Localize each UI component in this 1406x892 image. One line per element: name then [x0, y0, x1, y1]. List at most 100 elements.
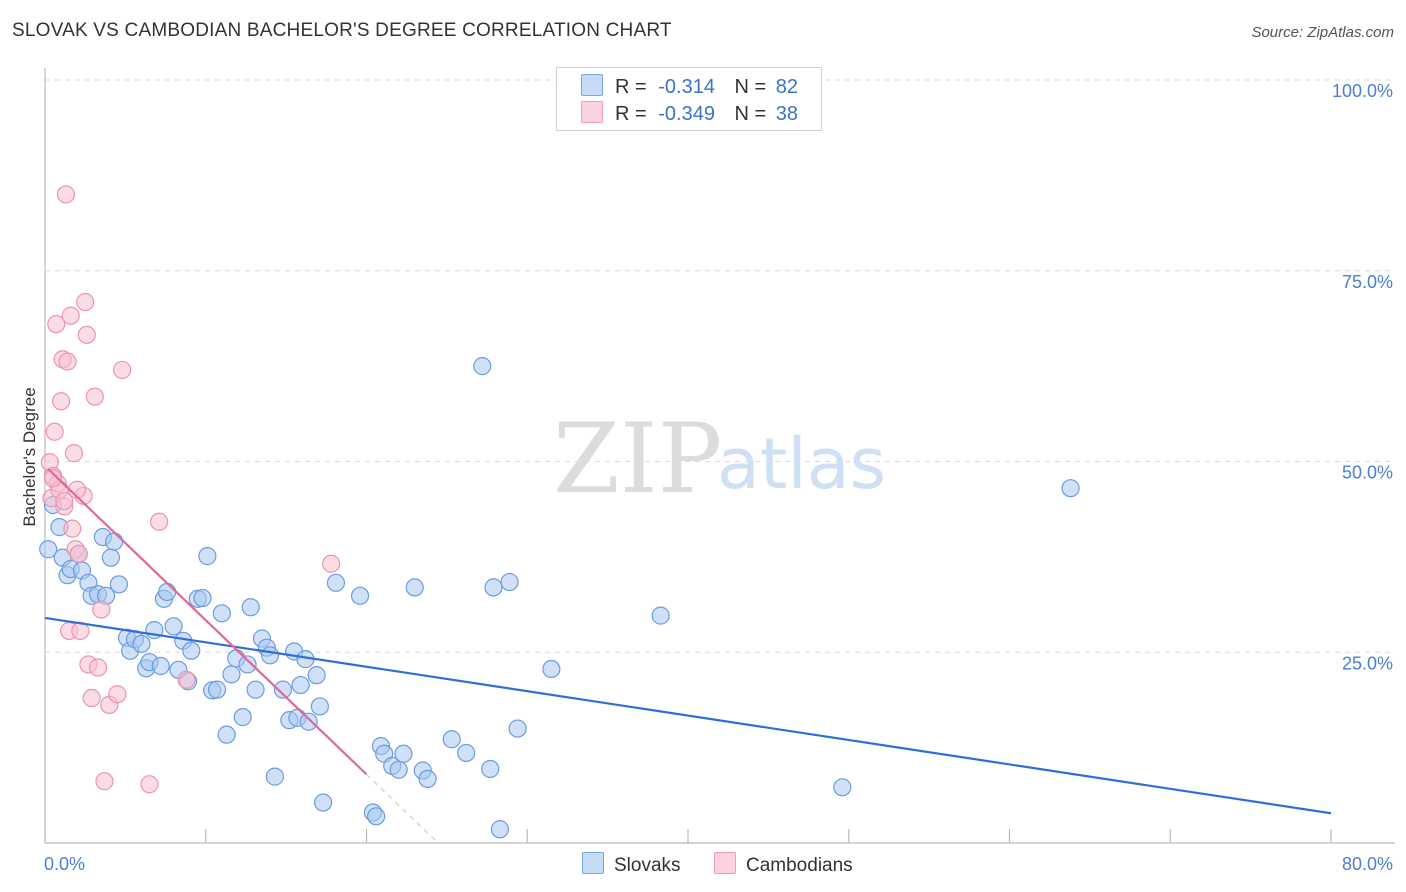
cambodian-point [77, 325, 96, 344]
grid-lines [45, 79, 1395, 653]
slovak-point [273, 680, 293, 699]
slovak-point [500, 572, 519, 592]
cambodian-point [61, 306, 80, 325]
cambodian-trend-line [47, 468, 368, 776]
cambodian-r-value: -0.349 [658, 103, 715, 125]
slovak-point [233, 708, 252, 727]
cambodian-trend-extension [366, 773, 439, 844]
cambodian-point [322, 554, 341, 573]
slovak-point [151, 656, 170, 676]
cambodian-point [64, 444, 84, 463]
watermark-zip: ZIP [553, 403, 722, 515]
x-tick-labels: 0.0% 80.0% [44, 854, 1393, 874]
slovak-point [405, 578, 424, 597]
slovak-point [310, 697, 329, 716]
y-tick-label-75: 75.0% [1342, 272, 1393, 292]
cambodians-legend-swatch [714, 852, 736, 874]
cambodian-point [76, 292, 95, 312]
slovak-point [833, 778, 852, 797]
cambodian-point [69, 544, 88, 563]
slovak-point [207, 680, 227, 699]
slovak-point [651, 606, 670, 625]
cambodian-point [82, 688, 101, 708]
slovak-point [367, 807, 386, 826]
slovak-point [326, 573, 346, 592]
slovak-point [484, 578, 503, 597]
slovak-point [299, 712, 318, 731]
cambodian-point [150, 512, 169, 531]
slovak-point [481, 759, 500, 779]
slovak-point [241, 598, 260, 617]
slovak-point [246, 680, 265, 699]
y-axis-title: Bachelor's Degree [20, 387, 39, 526]
slovak-n-label: N = [734, 76, 767, 98]
slovak-point [238, 655, 257, 674]
y-tick-label-100: 100.0% [1332, 81, 1393, 101]
cambodian-point [92, 600, 111, 619]
slovak-point [389, 760, 408, 779]
cambodian-point [51, 392, 71, 411]
slovak-point [508, 719, 527, 738]
slovak-point [132, 634, 151, 653]
y-tick-label-25: 25.0% [1342, 653, 1393, 673]
slovak-points [39, 357, 1080, 839]
slovak-point [291, 675, 310, 695]
cambodian-point [56, 185, 75, 204]
chart-title: SLOVAK VS CAMBODIAN BACHELOR'S DEGREE CO… [12, 20, 672, 41]
bottom-legend-cambodians: Cambodians [714, 852, 853, 877]
trend-lines [44, 468, 1332, 844]
slovaks-legend-label: Slovaks [614, 855, 681, 876]
slovak-n-value: 82 [775, 76, 799, 98]
slovak-point [457, 743, 476, 763]
legend-row-slovak: R = -0.314 N = 82 [581, 74, 798, 100]
slovak-point [1061, 479, 1080, 498]
slovak-point [101, 548, 121, 567]
slovak-point [198, 547, 217, 566]
slovak-point [109, 575, 129, 594]
bottom-legend-slovaks: Slovaks [582, 852, 681, 877]
slovak-point [307, 666, 326, 685]
slovak-point [182, 641, 201, 660]
slovak-point [193, 588, 212, 608]
cambodian-n-value: 38 [775, 103, 799, 125]
cambodian-point [47, 315, 66, 334]
watermark: ZIP atlas [553, 403, 886, 515]
cambodian-point [140, 775, 159, 794]
watermark-atlas: atlas [717, 423, 886, 505]
cambodian-point [108, 685, 127, 704]
slovak-point [394, 744, 413, 763]
cambodians-legend-label: Cambodians [746, 855, 853, 876]
correlation-legend: R = -0.314 N = 82 R = -0.349 N = 38 [556, 67, 822, 131]
slovak-point [350, 586, 370, 605]
slovak-point [442, 730, 461, 749]
cambodian-point [55, 492, 74, 511]
cambodian-point [88, 658, 108, 677]
cambodian-point [45, 422, 64, 441]
slovak-r-label: R = [615, 76, 647, 98]
y-tick-labels: 100.0% 75.0% 50.0% 25.0% [1332, 81, 1393, 673]
cambodian-point [85, 387, 104, 406]
slovaks-legend-swatch [582, 852, 604, 874]
slovak-point [222, 665, 241, 684]
cambodian-point [177, 670, 196, 689]
slovak-point [39, 540, 58, 559]
slovak-r-value: -0.314 [658, 76, 715, 98]
slovak-trend-line [44, 616, 1332, 815]
slovak-point [158, 582, 177, 602]
slovak-point [105, 532, 124, 551]
x-tick-label-min: 0.0% [44, 854, 85, 874]
slovak-point [542, 659, 561, 679]
cambodian-n-label: N = [734, 103, 767, 125]
cambodian-point [43, 469, 63, 488]
slovak-point [260, 646, 280, 665]
legend-row-cambodian: R = -0.349 N = 38 [581, 101, 798, 127]
slovak-point [473, 357, 492, 376]
y-tick-label-50: 50.0% [1342, 463, 1393, 483]
slovak-point [217, 725, 236, 744]
cambodian-swatch [581, 101, 603, 123]
slovak-point [313, 793, 333, 812]
x-tick-label-max: 80.0% [1342, 854, 1393, 874]
cambodian-point [63, 519, 82, 538]
source-label: Source: ZipAtlas.com [1251, 24, 1394, 41]
